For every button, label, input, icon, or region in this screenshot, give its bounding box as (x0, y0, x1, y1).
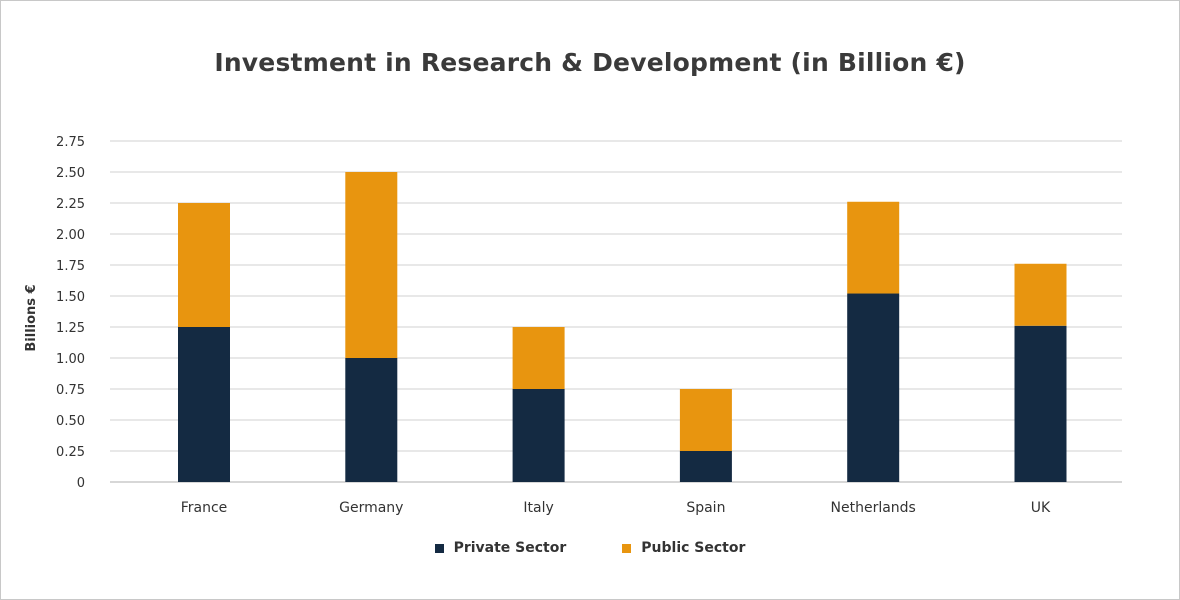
y-tick-label: 1.50 (56, 290, 85, 305)
x-tick-label: Spain (686, 500, 725, 516)
x-tick-label: Germany (339, 500, 403, 516)
bar-private-germany (345, 358, 398, 482)
legend-item-public: Public Sector (622, 540, 745, 556)
bars (178, 172, 1067, 482)
bar-private-uk (1014, 325, 1067, 482)
bar-public-netherlands (847, 201, 900, 294)
legend-swatch-public (622, 543, 632, 553)
y-tick-label: 0 (77, 476, 85, 491)
legend: Private Sector Public Sector (0, 540, 1180, 556)
y-tick-label: 1.25 (56, 321, 85, 336)
legend-label-public: Public Sector (641, 540, 746, 556)
y-tick-label: 2.75 (56, 135, 85, 150)
bar-public-spain (679, 389, 732, 451)
y-tick-label: 1.00 (56, 352, 85, 367)
bar-public-italy (512, 327, 565, 389)
bar-public-uk (1014, 263, 1067, 326)
bar-public-france (178, 203, 230, 327)
bar-private-netherlands (847, 293, 900, 482)
x-tick-label: Netherlands (831, 500, 916, 516)
legend-swatch-private (434, 543, 444, 553)
chart-title: Investment in Research & Development (in… (214, 48, 966, 77)
y-tick-label: 0.25 (56, 445, 85, 460)
x-tick-label: UK (1031, 500, 1051, 516)
x-tick-label: France (181, 500, 228, 516)
y-tick-label: 2.25 (56, 197, 85, 212)
y-tick-label: 0.50 (56, 414, 85, 429)
x-tick-label: Italy (523, 500, 553, 516)
bar-private-france (178, 327, 230, 482)
bar-public-germany (345, 172, 398, 358)
bar-private-spain (679, 451, 732, 482)
y-tick-label: 0.75 (56, 383, 85, 398)
y-tick-label: 2.50 (56, 166, 85, 181)
y-tick-label: 2.00 (56, 228, 85, 243)
bar-private-italy (512, 389, 565, 482)
y-tick-label: 1.75 (56, 259, 85, 274)
legend-item-private: Private Sector (434, 540, 567, 556)
legend-label-private: Private Sector (453, 540, 567, 556)
axis-labels: 0 0.25 0.50 0.75 1.00 1.25 1.50 1.75 2.00 2.25 2.5… (56, 135, 1051, 516)
y-axis-label: Billions € (24, 284, 39, 351)
gridlines (110, 140, 1122, 483)
